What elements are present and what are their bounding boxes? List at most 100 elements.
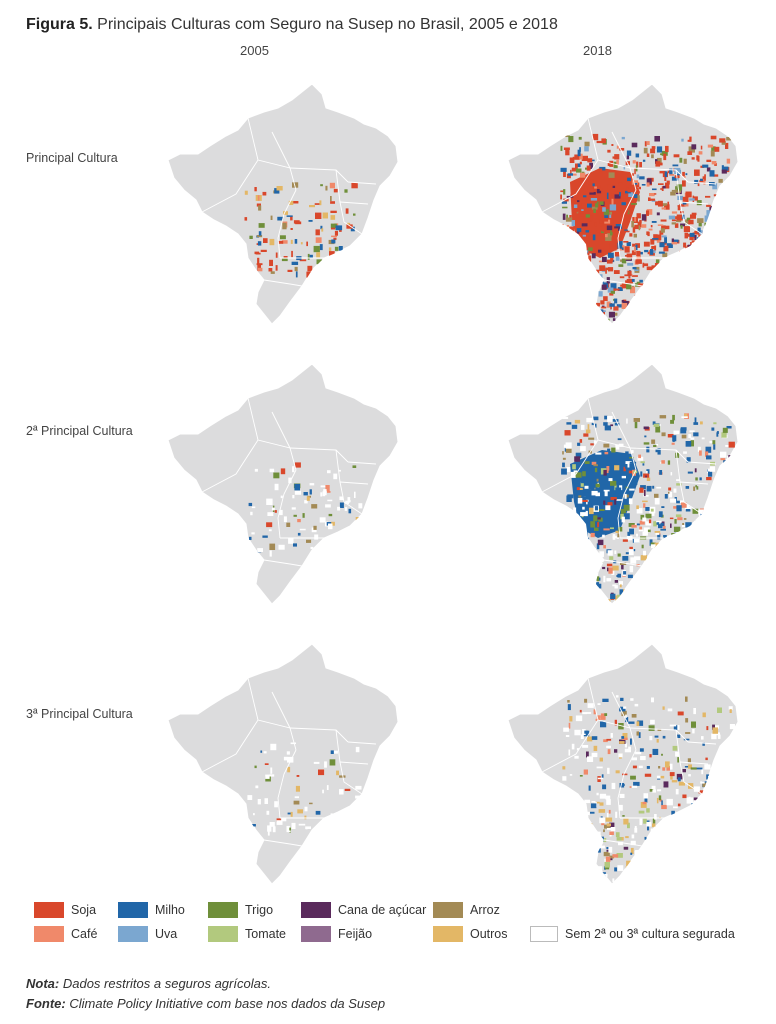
municipality-patch [688,219,694,225]
municipality-patch [615,511,620,518]
nota-label: Nota: [26,976,60,991]
municipality-patch [640,303,642,306]
municipality-patch [573,862,579,868]
municipality-patch [593,515,598,522]
legend-label-trigo: Trigo [245,903,274,917]
municipality-patch [581,155,588,161]
municipality-patch [718,319,725,324]
municipality-patch [588,485,595,490]
municipality-patch [656,234,662,241]
municipality-patch [648,840,653,843]
municipality-patch [718,862,724,865]
municipality-patch [639,748,644,752]
municipality-patch [647,529,651,533]
municipality-patch [649,308,654,314]
municipality-patch [309,205,315,208]
municipality-patch [673,281,680,287]
municipality-patch [726,284,731,287]
municipality-patch [691,157,695,160]
municipality-patch [582,853,585,859]
municipality-patch [671,780,678,783]
municipality-patch [266,810,270,815]
municipality-patch [580,213,585,216]
municipality-patch [644,773,652,777]
municipality-patch [724,820,731,827]
municipality-patch [587,852,594,857]
municipality-patch [641,596,647,601]
municipality-patch [673,154,680,158]
municipality-patch [699,306,705,310]
municipality-patch [624,315,628,320]
map-2018-second [480,352,740,607]
brazil-map-svg [507,83,739,325]
municipality-patch [723,794,729,799]
municipality-patch [723,283,729,289]
municipality-patch [660,296,665,300]
municipality-patch [613,306,619,311]
municipality-patch [711,596,717,601]
municipality-patch [636,533,638,537]
municipality-patch [702,261,708,265]
municipality-patch [637,310,642,316]
municipality-patch [686,566,693,570]
municipality-patch [661,800,663,806]
municipality-patch [573,204,578,208]
municipality-patch [573,470,578,476]
municipality-patch [606,745,611,749]
municipality-patch [631,757,637,761]
municipality-patch [615,255,620,261]
municipality-patch [270,767,273,774]
municipality-patch [715,551,719,553]
municipality-patch [591,548,597,552]
municipality-patch [594,517,601,520]
municipality-patch [725,788,730,791]
municipality-patch [646,308,649,313]
municipality-patch [622,773,628,776]
municipality-patch [566,563,570,567]
municipality-patch [602,216,608,222]
municipality-patch [609,292,614,296]
municipality-patch [682,597,687,604]
municipality-patch [677,561,681,564]
municipality-patch [328,513,333,517]
municipality-patch [670,419,674,424]
municipality-patch [581,563,588,567]
municipality-patch [676,853,682,860]
municipality-patch [649,789,654,792]
municipality-patch [711,531,717,534]
municipality-patch [291,250,293,258]
municipality-patch [691,543,697,550]
municipality-patch [681,138,684,142]
municipality-patch [720,856,724,861]
municipality-patch [728,576,731,579]
municipality-patch [671,264,675,269]
municipality-patch [701,307,706,311]
municipality-patch [249,536,252,540]
municipality-patch [564,241,568,244]
municipality-patch [712,727,718,734]
municipality-patch [562,462,565,468]
municipality-patch [702,176,706,180]
municipality-patch [300,242,303,245]
municipality-patch [668,856,675,863]
municipality-patch [646,182,650,187]
map-2005-third [140,632,400,887]
municipality-patch [345,500,349,504]
municipality-patch [685,293,690,300]
municipality-patch [715,293,720,297]
municipality-patch [590,159,595,162]
municipality-patch [610,527,614,530]
municipality-patch [703,544,708,548]
municipality-patch [674,301,678,306]
municipality-patch [348,257,351,261]
municipality-patch [635,243,640,248]
municipality-patch [610,497,617,501]
municipality-patch [330,750,334,754]
municipality-patch [602,698,609,702]
state-border [335,449,363,515]
municipality-patch [705,292,710,299]
municipality-patch [634,247,636,253]
municipality-patch [724,296,728,298]
municipality-patch [651,304,655,308]
municipality-patch [628,498,633,505]
